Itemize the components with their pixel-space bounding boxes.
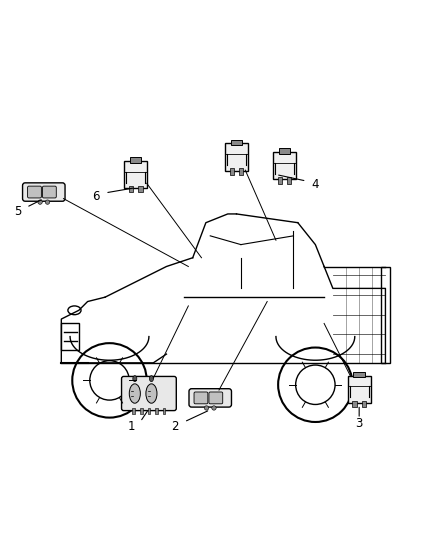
- Bar: [361, 400, 366, 407]
- Bar: [132, 408, 135, 414]
- Bar: [231, 140, 242, 145]
- Bar: [353, 400, 357, 407]
- FancyBboxPatch shape: [209, 392, 223, 404]
- Ellipse shape: [133, 376, 137, 382]
- FancyBboxPatch shape: [28, 186, 41, 198]
- Bar: [129, 186, 134, 192]
- FancyBboxPatch shape: [194, 392, 208, 404]
- Bar: [239, 168, 243, 175]
- Bar: [348, 376, 371, 403]
- Bar: [225, 143, 248, 171]
- Bar: [130, 157, 141, 163]
- Bar: [279, 148, 290, 154]
- Bar: [230, 168, 234, 175]
- Text: 1: 1: [127, 420, 135, 433]
- Bar: [155, 408, 158, 414]
- Bar: [148, 408, 150, 414]
- Circle shape: [204, 406, 208, 410]
- Bar: [124, 161, 147, 188]
- FancyBboxPatch shape: [122, 376, 176, 410]
- Bar: [287, 177, 291, 184]
- Bar: [278, 177, 283, 184]
- Text: 6: 6: [92, 190, 100, 203]
- Bar: [61, 324, 79, 350]
- Text: 3: 3: [356, 417, 363, 430]
- Text: 2: 2: [171, 420, 179, 433]
- Ellipse shape: [129, 384, 140, 403]
- Ellipse shape: [149, 376, 153, 382]
- Circle shape: [212, 406, 216, 410]
- Bar: [273, 152, 296, 179]
- Text: 4: 4: [311, 177, 319, 191]
- FancyBboxPatch shape: [189, 389, 231, 407]
- Bar: [163, 408, 166, 414]
- Ellipse shape: [146, 384, 157, 403]
- Bar: [138, 186, 142, 192]
- Bar: [381, 266, 390, 363]
- FancyBboxPatch shape: [23, 183, 65, 201]
- FancyBboxPatch shape: [42, 186, 56, 198]
- Text: 5: 5: [14, 205, 21, 218]
- Bar: [140, 408, 143, 414]
- Circle shape: [46, 200, 49, 204]
- Bar: [353, 372, 365, 377]
- Circle shape: [38, 200, 42, 204]
